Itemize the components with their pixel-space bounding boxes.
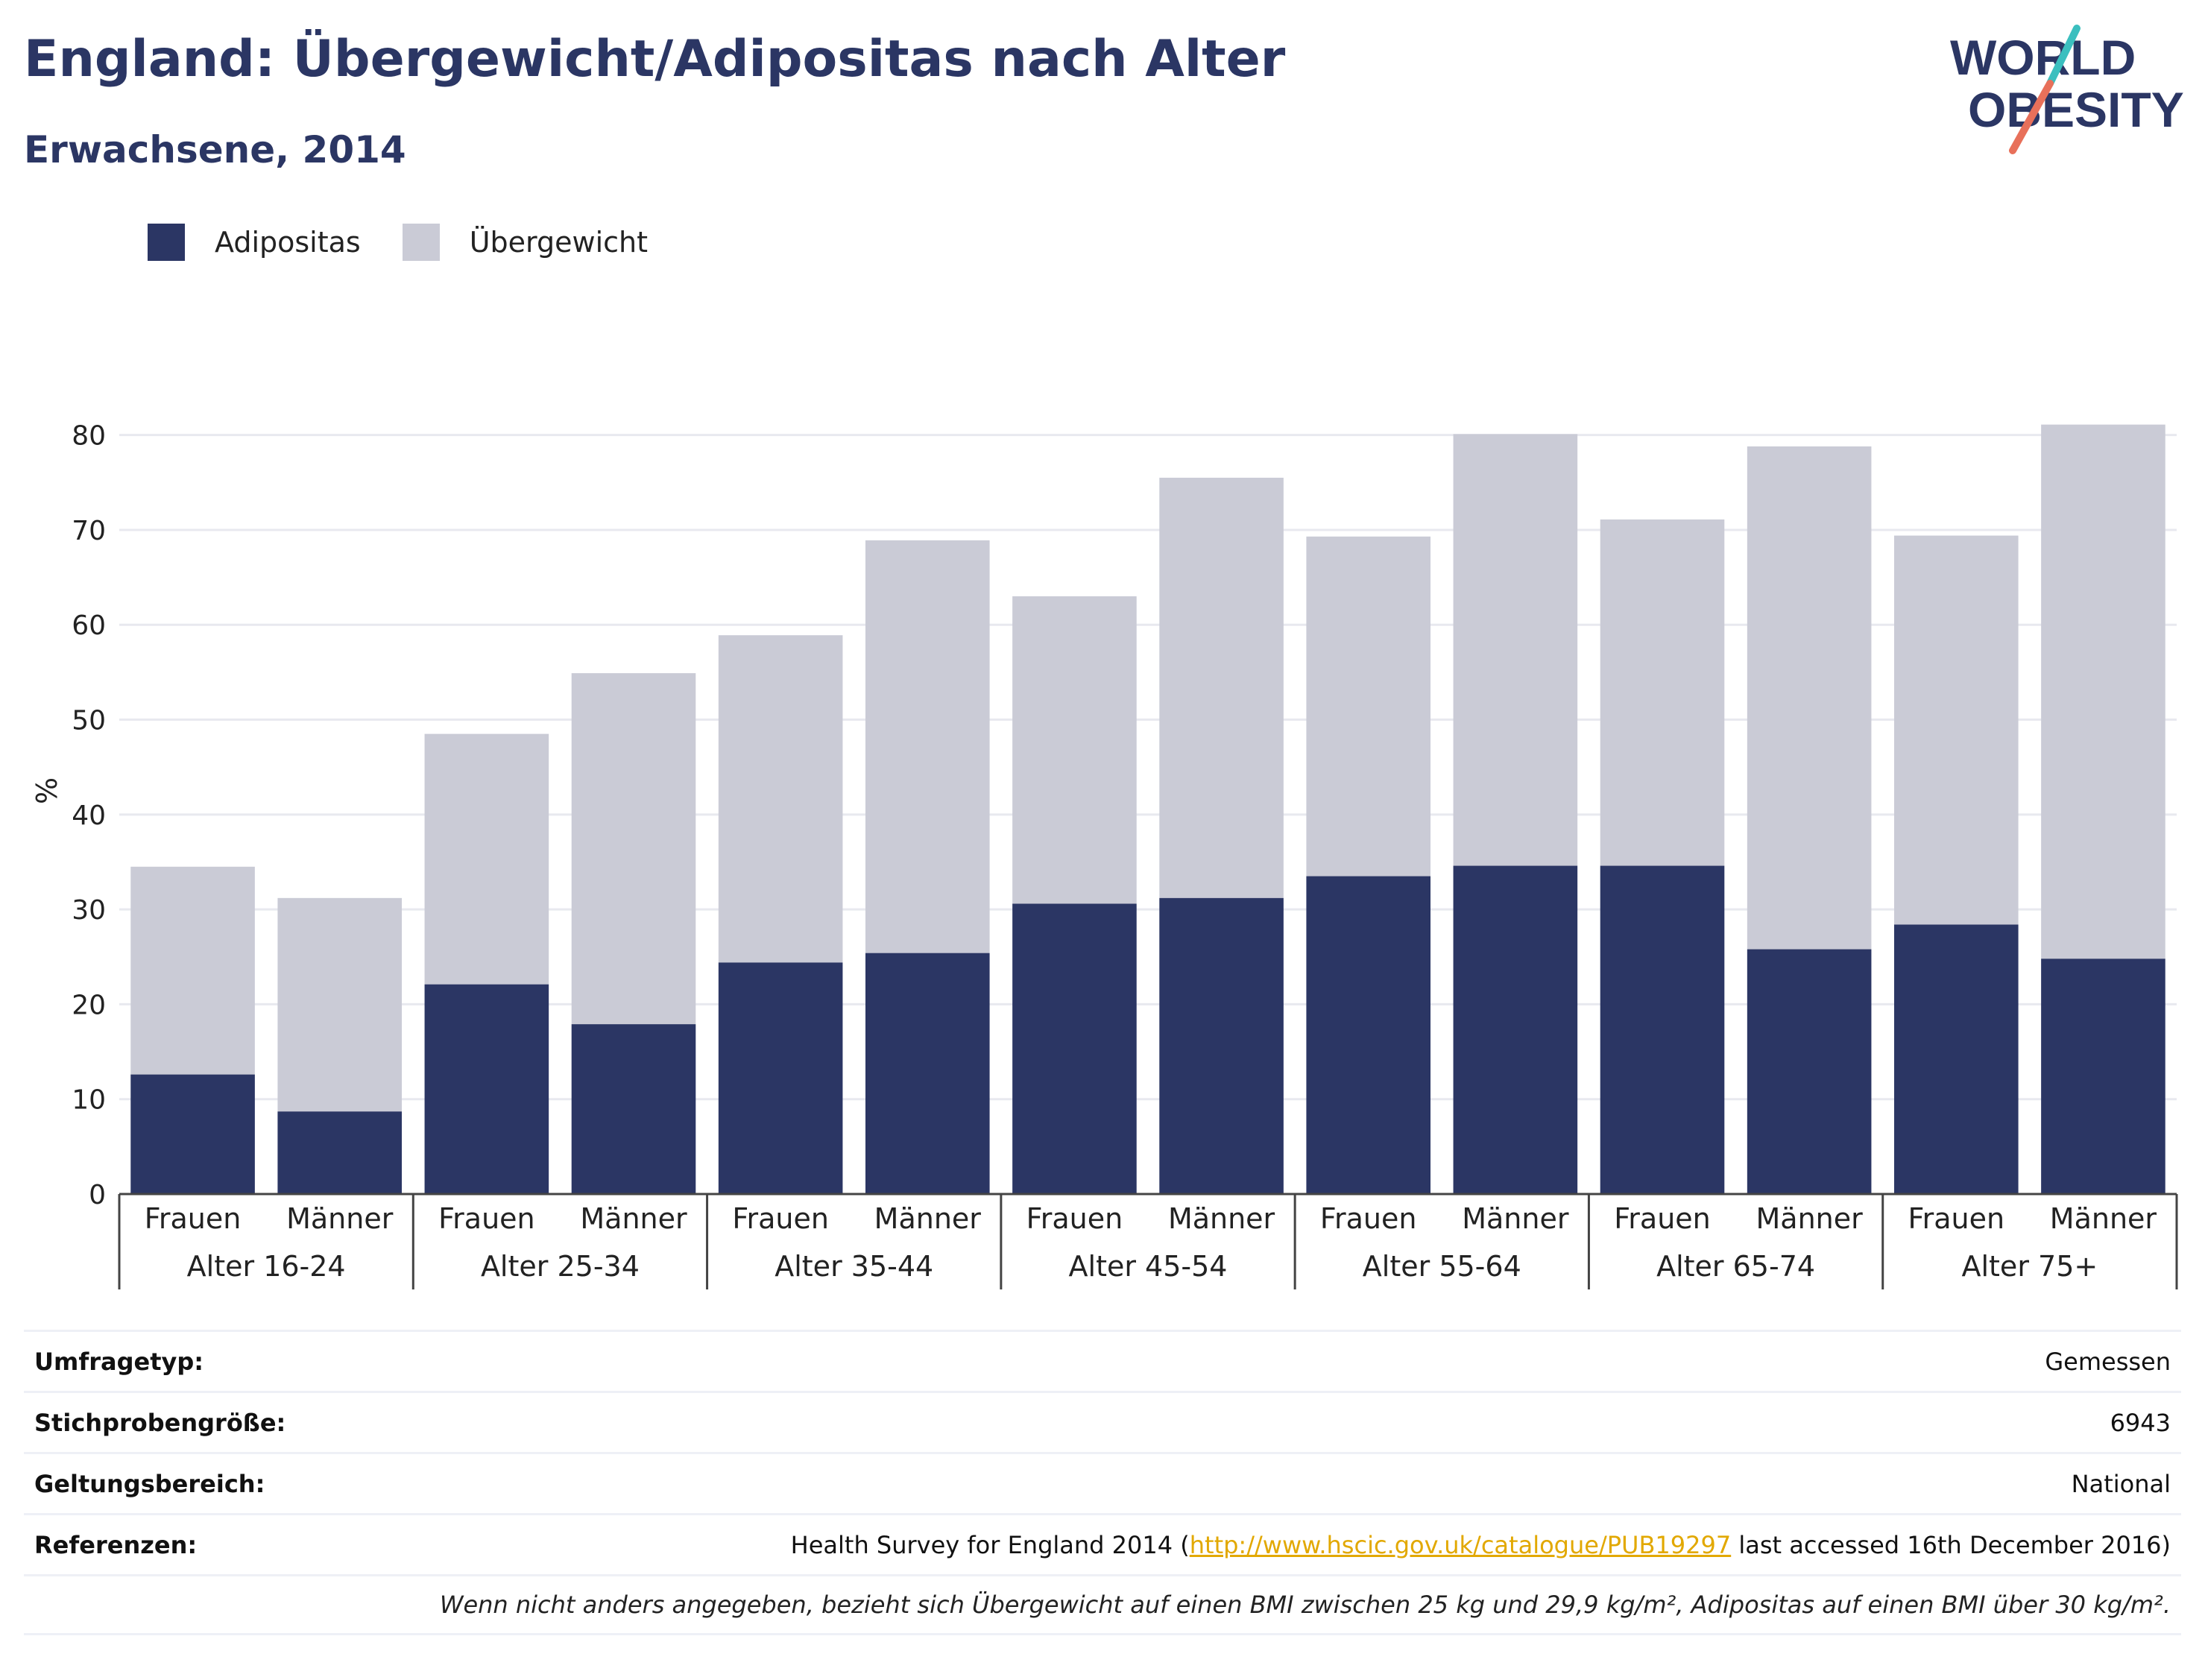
- bar-chart: 0 10 20 30 40 50 60 70 80% Frauen Männer Frauen Männ…: [31, 421, 2178, 1289]
- reference-link[interactable]: http://www.hscic.gov.uk/catalogue/PUB192…: [1189, 1530, 1732, 1559]
- meta-label: Referenzen:: [34, 1530, 198, 1559]
- reference-suffix: last accessed 16th December 2016): [1731, 1530, 2171, 1559]
- definition-note: Wenn nicht anders angegeben, bezieht sic…: [439, 1591, 2171, 1619]
- bar-adipositas: [2041, 959, 2165, 1194]
- y-tick-label: 40: [72, 800, 106, 831]
- bar-adipositas: [1012, 903, 1137, 1194]
- group-label: Alter 55-64: [1363, 1250, 1521, 1283]
- y-tick-label: 10: [72, 1085, 106, 1116]
- y-tick-label: 60: [72, 610, 106, 641]
- y-tick-label: 50: [72, 706, 106, 736]
- meta-row-note: Wenn nicht anders angegeben, bezieht sic…: [24, 1574, 2181, 1635]
- x-tick-label: Frauen: [438, 1202, 535, 1235]
- group-label: Alter 65-74: [1656, 1250, 1815, 1283]
- bar-adipositas: [424, 984, 549, 1194]
- bar-uebergewicht: [1012, 596, 1137, 904]
- legend-label-adipositas: Adipositas: [215, 226, 361, 259]
- group-label: Alter 75+: [1961, 1250, 2098, 1283]
- y-tick-label: 0: [89, 1180, 106, 1210]
- reference-value: Health Survey for England 2014 (http://w…: [791, 1531, 2171, 1559]
- bar-uebergewicht: [1453, 434, 1578, 866]
- x-tick-label: Frauen: [145, 1202, 242, 1235]
- bar-adipositas: [1453, 865, 1578, 1194]
- x-tick-label: Männer: [1462, 1202, 1569, 1235]
- group-label: Alter 16-24: [187, 1250, 346, 1283]
- x-tick-label: Männer: [2050, 1202, 2157, 1235]
- x-tick-label: Frauen: [1908, 1202, 2005, 1235]
- logo-line1: WORLD: [1950, 30, 2136, 85]
- bar-uebergewicht: [1600, 519, 1725, 866]
- group-label: Alter 25-34: [481, 1250, 640, 1283]
- bar-uebergewicht: [1306, 536, 1431, 877]
- legend-label-uebergewicht: Übergewicht: [469, 226, 648, 259]
- chart-subtitle: Erwachsene, 2014: [24, 128, 406, 171]
- bar-adipositas: [1600, 865, 1725, 1194]
- y-tick-label: 80: [72, 421, 106, 452]
- logo-teal-stroke: [2046, 25, 2081, 87]
- bar-uebergewicht: [1159, 477, 1284, 898]
- meta-value: National: [2071, 1469, 2171, 1498]
- y-tick-label: 70: [72, 516, 106, 546]
- bar-uebergewicht: [1747, 446, 1872, 950]
- bar-uebergewicht: [2041, 424, 2165, 959]
- x-tick-label: Frauen: [1614, 1202, 1711, 1235]
- logo-line2: OBESITY: [1968, 82, 2184, 137]
- x-tick-label: Männer: [286, 1202, 394, 1235]
- x-tick-label: Männer: [580, 1202, 687, 1235]
- bar-adipositas: [1306, 876, 1431, 1194]
- bar-adipositas: [865, 953, 990, 1194]
- world-obesity-logo: WORLD OBESITY: [1950, 25, 2184, 154]
- bar-adipositas: [1747, 949, 1872, 1194]
- bar-uebergewicht: [1893, 535, 2019, 925]
- meta-label: Geltungsbereich:: [34, 1469, 265, 1498]
- bar-uebergewicht: [277, 897, 403, 1112]
- group-label: Alter 45-54: [1069, 1250, 1228, 1283]
- bar-adipositas: [718, 962, 843, 1194]
- bar-adipositas: [1159, 897, 1284, 1194]
- bar-uebergewicht: [571, 673, 696, 1025]
- bar-uebergewicht: [865, 540, 990, 953]
- group-label: Alter 35-44: [775, 1250, 933, 1283]
- bar-adipositas: [277, 1111, 403, 1194]
- meta-value: 6943: [2110, 1408, 2171, 1437]
- metadata-table: Umfragetyp: Gemessen Stichprobengröße: 6…: [24, 1330, 2181, 1635]
- meta-label: Umfragetyp:: [34, 1347, 204, 1376]
- bar-uebergewicht: [130, 866, 255, 1075]
- y-tick-label: 30: [72, 895, 106, 926]
- legend: Adipositas Übergewicht: [148, 224, 690, 261]
- x-tick-label: Männer: [874, 1202, 982, 1235]
- chart-title: England: Übergewicht/Adipositas nach Alt…: [24, 30, 1286, 89]
- bar-adipositas: [130, 1074, 255, 1194]
- y-axis-label: %: [31, 777, 63, 804]
- meta-row-survey-type: Umfragetyp: Gemessen: [24, 1330, 2181, 1391]
- legend-swatch-uebergewicht: [402, 224, 440, 261]
- legend-item-uebergewicht[interactable]: Übergewicht: [402, 224, 648, 261]
- x-tick-label: Frauen: [1320, 1202, 1417, 1235]
- x-tick-label: Männer: [1168, 1202, 1275, 1235]
- bar-adipositas: [1893, 924, 2019, 1194]
- legend-swatch-adipositas: [148, 224, 185, 261]
- meta-row-references: Referenzen: Health Survey for England 20…: [24, 1513, 2181, 1574]
- reference-prefix: Health Survey for England 2014 (: [790, 1530, 1190, 1559]
- bar-uebergewicht: [718, 635, 843, 963]
- logo-coral-stroke: [2009, 80, 2054, 154]
- meta-value: Gemessen: [2045, 1347, 2171, 1376]
- meta-row-scope: Geltungsbereich: National: [24, 1452, 2181, 1513]
- meta-row-sample-size: Stichprobengröße: 6943: [24, 1391, 2181, 1452]
- y-tick-label: 20: [72, 990, 106, 1020]
- x-tick-label: Frauen: [1026, 1202, 1123, 1235]
- bar-uebergewicht: [424, 733, 549, 985]
- bar-adipositas: [571, 1024, 696, 1194]
- legend-item-adipositas[interactable]: Adipositas: [148, 224, 361, 261]
- x-tick-label: Frauen: [732, 1202, 829, 1235]
- x-tick-label: Männer: [1756, 1202, 1864, 1235]
- meta-label: Stichprobengröße:: [34, 1408, 286, 1437]
